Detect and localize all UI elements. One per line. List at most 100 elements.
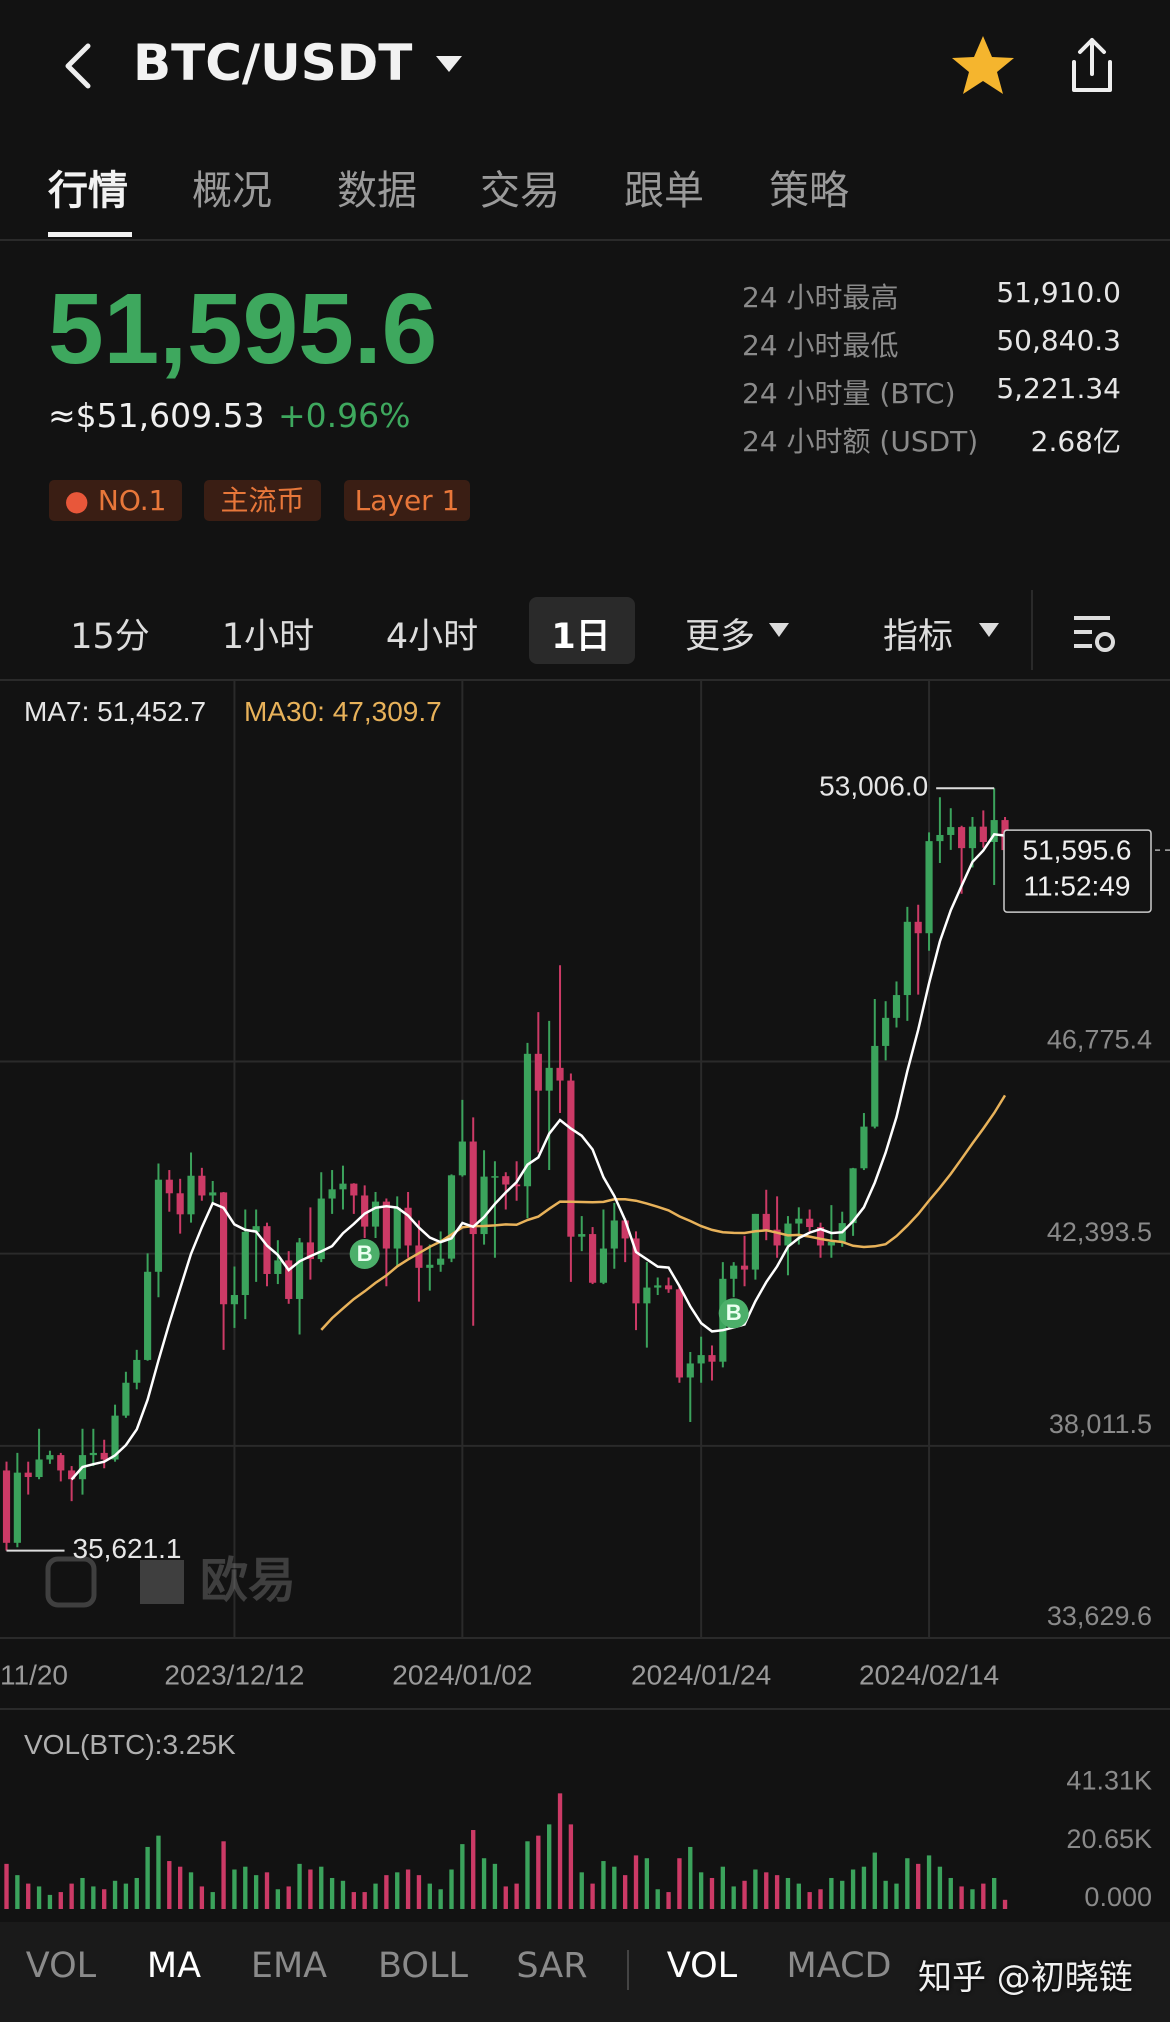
candle-body [241, 1231, 249, 1296]
volume-bar [91, 1886, 96, 1909]
ma30-line [320, 1094, 1007, 1331]
tab[interactable]: 策略 [769, 168, 849, 214]
indicator[interactable]: MACD [786, 1946, 892, 1986]
candle-body [426, 1264, 434, 1268]
tab-underline [48, 232, 132, 237]
y-tick-label: 33,629.6 [1047, 1601, 1152, 1631]
last-price: 51,595.6 [48, 273, 438, 385]
volume-bar [460, 1844, 465, 1909]
candle-body [46, 1455, 54, 1460]
dropdown-icon[interactable] [768, 622, 790, 638]
last-price-time: 11:52:49 [1024, 870, 1131, 901]
volume-bar [373, 1883, 378, 1909]
volume-bar [4, 1863, 9, 1909]
volume-bar [926, 1855, 932, 1909]
indicator[interactable]: SAR [516, 1946, 588, 1986]
candle-body [578, 1234, 586, 1237]
chart-settings[interactable] [1070, 612, 1118, 656]
share-icon[interactable] [1064, 34, 1120, 96]
candle-body [154, 1179, 163, 1272]
volume-bar [438, 1889, 443, 1909]
timeframe[interactable]: 15分 [70, 617, 150, 657]
candle-body [295, 1242, 304, 1299]
volume-bar [709, 1877, 715, 1909]
candle-body [2, 1470, 11, 1543]
candle-body [806, 1218, 814, 1228]
volume-bar [210, 1892, 215, 1909]
candle-body [382, 1201, 390, 1249]
volume-bar [840, 1880, 845, 1909]
candle-body [654, 1285, 662, 1288]
volume-bar [883, 1880, 888, 1909]
tag[interactable]: 主流币 [204, 480, 321, 521]
usd-price: ≈$51,609.53 [48, 396, 265, 435]
volume-bar [970, 1889, 975, 1909]
timeframe[interactable]: 1日 [551, 617, 611, 657]
volume-bar [319, 1866, 324, 1909]
tab[interactable]: 交易 [480, 168, 560, 214]
indicator[interactable]: VOL [666, 1946, 738, 1986]
tab[interactable]: 数据 [337, 168, 417, 214]
indicator[interactable]: EMA [250, 1946, 328, 1986]
volume-tick-label: 20.65K [1066, 1824, 1152, 1854]
timeframe[interactable]: 更多 [684, 617, 756, 657]
volume-bar [992, 1877, 997, 1909]
tab[interactable]: 跟单 [624, 168, 704, 214]
volume-bar [916, 1863, 921, 1909]
indicator[interactable]: BOLL [378, 1946, 468, 1986]
volume-bar [536, 1835, 541, 1909]
volume-bar [177, 1866, 183, 1909]
candle-body [762, 1213, 770, 1230]
candle-body [849, 1168, 857, 1224]
timeframe[interactable]: 4小时 [385, 617, 479, 657]
x-tick-label: 11/20 [0, 1659, 68, 1690]
candle-body [57, 1455, 65, 1471]
candle-body [285, 1260, 293, 1299]
favorite-star[interactable] [950, 34, 1016, 96]
indicator[interactable]: MA [146, 1946, 202, 1986]
candle-body [100, 1452, 108, 1460]
timeframe[interactable]: 指标 [882, 617, 954, 657]
stat-value: 5,221.34 [996, 372, 1121, 405]
low-label: 35,621.1 [73, 1533, 182, 1564]
pair-title[interactable]: BTC/USDT [133, 34, 413, 92]
candle-body [567, 1080, 575, 1237]
candle-body [144, 1271, 152, 1360]
candle-body [903, 921, 911, 996]
volume-bar [644, 1858, 650, 1909]
candle-body [252, 1226, 260, 1232]
candle-body [816, 1227, 825, 1246]
ma7-legend: MA7: 51,452.7 [24, 696, 207, 727]
volume-bar [655, 1889, 660, 1909]
candle-body [643, 1287, 651, 1304]
candle-body [502, 1176, 510, 1185]
watermark-logo: 欧易 [45, 1555, 296, 1608]
volume-bar [15, 1875, 20, 1909]
candle-body [176, 1193, 184, 1215]
dropdown-icon[interactable] [978, 622, 1000, 638]
candle-body [165, 1179, 173, 1194]
candle-body [198, 1175, 206, 1196]
volume-bar [123, 1883, 129, 1909]
volume-bar [492, 1863, 498, 1909]
tag[interactable]: ● NO.1 [49, 480, 182, 521]
volume-bar [720, 1866, 726, 1909]
tag[interactable]: Layer 1 [344, 480, 470, 521]
tab[interactable]: 概况 [192, 168, 272, 214]
dropdown-icon[interactable] [434, 54, 464, 74]
candle-body [751, 1213, 759, 1270]
volume-bar [894, 1883, 899, 1909]
stat-value: 51,910.0 [996, 276, 1121, 309]
candle-body [664, 1285, 673, 1290]
volume-bar [568, 1824, 574, 1909]
tag-text: NO.1 [97, 484, 167, 517]
stat-value: 2.68亿 [1030, 425, 1121, 458]
back-button[interactable] [58, 40, 98, 92]
candle-body [209, 1192, 217, 1196]
candle-body [89, 1452, 97, 1456]
indicator[interactable]: VOL [25, 1946, 97, 1986]
candle-body [339, 1183, 347, 1190]
candle-body [480, 1176, 488, 1235]
timeframe[interactable]: 1小时 [221, 617, 315, 657]
tab[interactable]: 行情 [48, 168, 128, 214]
